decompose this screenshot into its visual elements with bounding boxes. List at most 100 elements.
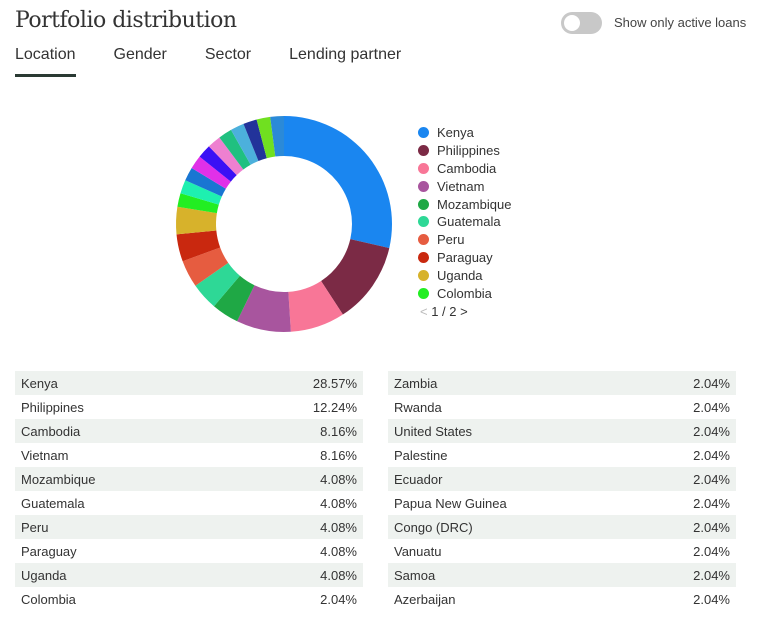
tab-lending-partner[interactable]: Lending partner <box>289 46 402 63</box>
page-title: Portfolio distribution <box>15 8 237 33</box>
legend-item[interactable]: Mozambique <box>418 195 511 213</box>
legend-item[interactable]: Paraguay <box>418 249 511 267</box>
donut-slice-rwanda[interactable] <box>185 168 226 197</box>
country-percent: 2.04% <box>693 567 730 583</box>
tabs: Location Gender Sector Lending partner <box>15 46 439 77</box>
country-name: Zambia <box>394 375 438 391</box>
country-percent: 2.04% <box>693 375 730 391</box>
legend-label: Paraguay <box>437 249 493 265</box>
legend-pager: < 1 / 2 > <box>420 304 511 319</box>
tab-location[interactable]: Location <box>15 46 76 77</box>
country-name: Rwanda <box>394 399 442 415</box>
country-name: Congo (DRC) <box>394 519 473 535</box>
country-name: Papua New Guinea <box>394 495 507 511</box>
donut-slice-paraguay[interactable] <box>176 230 221 262</box>
donut-slice-vanuatu[interactable] <box>243 119 267 161</box>
country-percent: 2.04% <box>693 543 730 559</box>
donut-slice-vietnam[interactable] <box>237 285 291 332</box>
country-name: Samoa <box>394 567 436 583</box>
table-row: Kenya 28.57% <box>15 371 363 395</box>
table-row: Paraguay 4.08% <box>15 539 363 563</box>
donut-slice-philippines[interactable] <box>321 239 390 315</box>
country-percent: 12.24% <box>312 399 357 415</box>
country-name: Peru <box>21 519 49 535</box>
donut-slice-congo-drc-[interactable] <box>231 123 259 165</box>
legend-item[interactable]: Peru <box>418 231 511 249</box>
legend-item[interactable]: Cambodia <box>418 160 511 178</box>
table-row: Zambia 2.04% <box>388 371 736 395</box>
legend-item[interactable]: Colombia <box>418 284 511 302</box>
legend-dot-icon <box>418 287 429 299</box>
country-percent: 2.04% <box>693 495 730 511</box>
table-row: Peru 4.08% <box>15 515 363 539</box>
donut-slice-zambia[interactable] <box>180 180 222 205</box>
donut-slice-cambodia[interactable] <box>288 281 343 332</box>
donut-slice-uganda[interactable] <box>176 206 217 235</box>
donut-slice-kenya[interactable] <box>284 116 392 249</box>
country-percent: 2.04% <box>693 519 730 535</box>
legend-item[interactable]: Kenya <box>418 124 511 142</box>
table-row: United States 2.04% <box>388 419 736 443</box>
country-name: Palestine <box>394 447 448 463</box>
legend-dot-icon <box>418 162 429 174</box>
legend-item[interactable]: Philippines <box>418 142 511 160</box>
donut-slice-peru[interactable] <box>182 247 229 286</box>
country-percent: 4.08% <box>320 543 357 559</box>
donut-slice-papua-new-guinea[interactable] <box>219 129 251 170</box>
legend-label: Vietnam <box>437 178 485 194</box>
table-row: Uganda 4.08% <box>15 563 363 587</box>
legend-dot-icon <box>418 145 429 157</box>
country-percent: 4.08% <box>320 471 357 487</box>
legend-dot-icon <box>418 198 429 210</box>
legend-dot-icon <box>418 269 429 281</box>
legend-label: Kenya <box>437 125 474 141</box>
table-row: Ecuador 2.04% <box>388 467 736 491</box>
country-name: United States <box>394 423 473 439</box>
legend-prev-button[interactable]: < <box>420 303 428 319</box>
legend: Kenya Philippines Cambodia Vietnam Mozambiqu… <box>418 124 511 319</box>
country-name: Ecuador <box>394 471 443 487</box>
table-row: Colombia 2.04% <box>15 587 363 611</box>
legend-page: 1 / 2 <box>431 303 457 319</box>
legend-item[interactable]: Uganda <box>418 266 511 284</box>
donut-slice-colombia[interactable] <box>177 193 219 214</box>
table-row: Guatemala 4.08% <box>15 491 363 515</box>
table-row: Palestine 2.04% <box>388 443 736 467</box>
tab-gender[interactable]: Gender <box>113 46 167 63</box>
legend-item[interactable]: Vietnam <box>418 177 511 195</box>
country-name: Kenya <box>21 375 58 391</box>
donut-slice-ecuador[interactable] <box>208 137 244 176</box>
legend-next-button[interactable]: > <box>460 303 468 319</box>
country-name: Guatemala <box>21 495 85 511</box>
donut-slice-mozambique[interactable] <box>213 275 255 322</box>
country-percent: 2.04% <box>693 423 730 439</box>
table-row: Samoa 2.04% <box>388 563 736 587</box>
donut-slice-samoa[interactable] <box>256 116 276 159</box>
legend-label: Uganda <box>437 267 483 283</box>
table-row: Cambodia 8.16% <box>15 419 363 443</box>
country-percent: 8.16% <box>320 423 357 439</box>
legend-dot-icon <box>418 216 429 228</box>
legend-dot-icon <box>418 127 429 139</box>
legend-dot-icon <box>418 180 429 192</box>
active-loans-toggle[interactable] <box>561 12 602 34</box>
donut-slice-united-states[interactable] <box>191 156 231 189</box>
table-row: Congo (DRC) 2.04% <box>388 515 736 539</box>
country-name: Colombia <box>21 591 76 607</box>
country-percent: 2.04% <box>693 447 730 463</box>
country-percent: 2.04% <box>320 591 357 607</box>
toggle-knob <box>564 15 580 31</box>
legend-label: Cambodia <box>437 160 497 176</box>
country-percent: 2.04% <box>693 399 730 415</box>
donut-slice-azerbaijan[interactable] <box>270 116 284 157</box>
donut-slice-guatemala[interactable] <box>195 262 240 307</box>
legend-item[interactable]: Guatemala <box>418 213 511 231</box>
table-row: Azerbaijan 2.04% <box>388 587 736 611</box>
tab-sector[interactable]: Sector <box>204 46 252 63</box>
country-percent: 4.08% <box>320 519 357 535</box>
legend-label: Guatemala <box>437 214 501 230</box>
legend-label: Peru <box>437 232 465 248</box>
donut-chart <box>176 116 392 332</box>
donut-slice-palestine[interactable] <box>199 146 237 182</box>
country-name: Mozambique <box>21 471 96 487</box>
